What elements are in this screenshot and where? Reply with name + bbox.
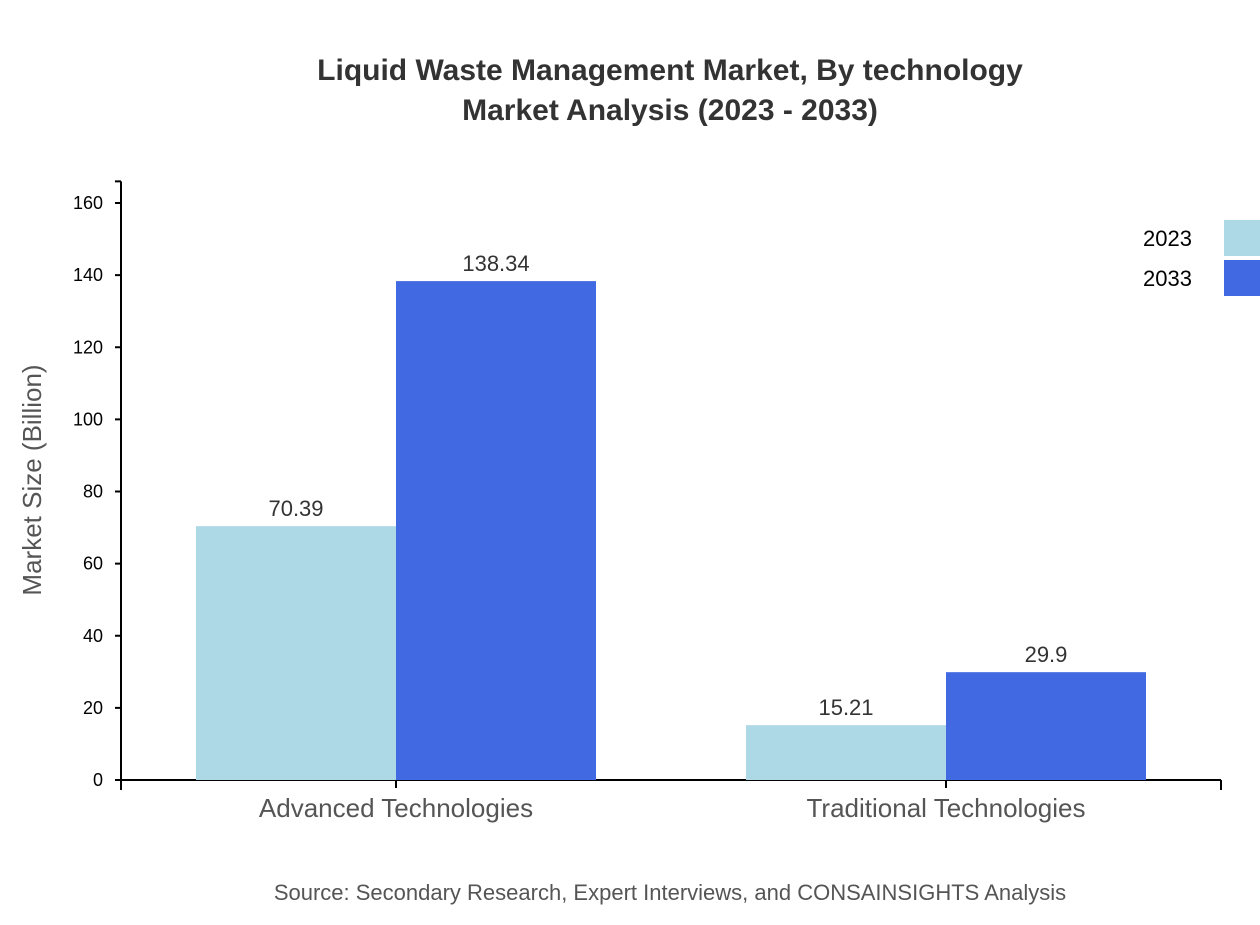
bar-2033 [946, 672, 1146, 780]
bar-value-label: 15.21 [818, 695, 873, 720]
legend-label: 2033 [1143, 266, 1192, 291]
legend-swatch-2033 [1224, 260, 1260, 296]
x-tick-label: Traditional Technologies [807, 793, 1086, 823]
chart-subtitle: Market Analysis (2023 - 2033) [462, 94, 878, 127]
y-tick-label: 140 [73, 265, 103, 285]
chart-title: Liquid Waste Management Market, By techn… [317, 54, 1023, 87]
bar-value-label: 29.9 [1025, 642, 1068, 667]
legend-swatch-2023 [1224, 220, 1260, 256]
bar-value-label: 138.34 [462, 251, 529, 276]
y-tick-label: 40 [83, 626, 103, 646]
bar-2023 [746, 725, 946, 780]
y-tick-label: 60 [83, 554, 103, 574]
y-tick-label: 120 [73, 337, 103, 357]
y-tick-label: 0 [93, 770, 103, 790]
source-note: Source: Secondary Research, Expert Inter… [274, 880, 1066, 905]
y-tick-label: 160 [73, 193, 103, 213]
bar-2023 [196, 526, 396, 780]
bar-2033 [396, 281, 596, 780]
bar-value-label: 70.39 [268, 496, 323, 521]
y-tick-label: 80 [83, 482, 103, 502]
legend-label: 2023 [1143, 226, 1192, 251]
y-tick-label: 20 [83, 698, 103, 718]
y-tick-label: 100 [73, 409, 103, 429]
x-tick-label: Advanced Technologies [259, 793, 533, 823]
y-axis-label: Market Size (Billion) [17, 364, 47, 595]
